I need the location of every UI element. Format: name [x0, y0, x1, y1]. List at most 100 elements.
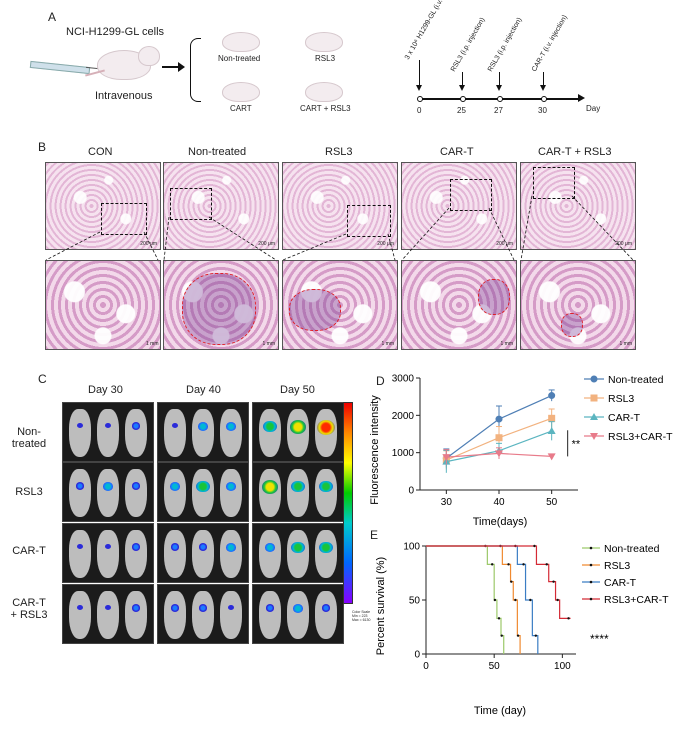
bli-signal	[264, 542, 276, 552]
group-brace	[190, 38, 201, 102]
chart-e-ylabel: Percent survival (%)	[375, 557, 387, 655]
bli-mouse	[287, 409, 309, 457]
mouse-non-treated	[222, 32, 260, 52]
bli-signal	[77, 605, 83, 611]
bli-image	[62, 523, 154, 583]
bli-mouse	[192, 469, 214, 517]
histo-top-con: 200 μm	[45, 162, 161, 250]
bli-mouse	[164, 469, 186, 517]
legend-marker	[589, 546, 593, 550]
y-tick-label: 2000	[392, 411, 415, 422]
bli-signal	[169, 481, 181, 491]
legend-label: RSL3	[608, 393, 634, 405]
event-day-2: 27	[494, 106, 503, 115]
chart-e-xlabel: Time (day)	[474, 705, 526, 717]
data-point	[548, 392, 556, 400]
panel-letter-a: A	[48, 10, 57, 24]
data-point	[547, 427, 556, 435]
x-tick-label: 50	[546, 497, 558, 508]
data-point	[442, 454, 451, 462]
bli-signal	[105, 605, 111, 611]
group-label-cart-rsl3: CART + RSL3	[300, 104, 351, 113]
bli-signal	[131, 604, 141, 612]
histo-col-rsl3: RSL3	[325, 146, 353, 158]
bli-signal	[265, 604, 275, 612]
bli-image	[62, 462, 154, 522]
legend-label: RSL3	[604, 560, 630, 572]
mouse-rsl3	[305, 32, 343, 52]
bli-signal	[228, 605, 234, 611]
scale-bottom-1: 1 mm	[262, 341, 276, 347]
bli-mouse	[315, 409, 337, 457]
group-label-cart: CART	[230, 104, 252, 113]
data-point	[547, 453, 556, 461]
survival-curve-0	[426, 545, 505, 654]
bli-signal	[77, 423, 83, 429]
bli-signal	[225, 542, 237, 552]
bli-signal	[291, 481, 305, 493]
bli-signal	[292, 603, 304, 613]
x-tick-label: 40	[493, 497, 505, 508]
bli-mouse	[164, 409, 186, 457]
bli-mouse	[97, 591, 119, 639]
bli-day-30: Day 30	[88, 384, 123, 396]
bli-mouse	[69, 530, 91, 578]
bli-signal	[319, 481, 333, 493]
bli-day-50: Day 50	[280, 384, 315, 396]
panel-letter-c: C	[38, 372, 47, 386]
censor-mark	[534, 634, 538, 637]
bli-mouse	[220, 409, 242, 457]
bli-color-scale	[343, 402, 353, 604]
bli-mouse	[97, 469, 119, 517]
bli-mouse	[259, 530, 281, 578]
data-point	[495, 434, 503, 442]
panel-letter-d: D	[376, 374, 385, 388]
bli-mouse	[259, 469, 281, 517]
tumor-lesion	[478, 279, 510, 315]
panel-letter-e: E	[370, 528, 379, 542]
legend-label: CAR-T	[608, 412, 641, 424]
bli-mouse	[97, 409, 119, 457]
x-tick-label: 0	[423, 661, 429, 672]
event-arrowhead-0	[416, 85, 422, 91]
data-point	[548, 414, 556, 422]
scale-top-1: 200 μm	[258, 241, 275, 247]
bli-row-cart-rsl3: CAR-T + RSL3	[10, 597, 48, 621]
censor-mark	[529, 598, 532, 602]
bli-mouse	[69, 409, 91, 457]
bli-mouse	[220, 591, 242, 639]
bli-mouse	[315, 469, 337, 517]
bli-signal	[196, 481, 210, 493]
bli-mouse	[97, 530, 119, 578]
censor-mark	[500, 634, 503, 637]
tick-dot-2	[497, 96, 503, 102]
x-tick-label: 30	[441, 497, 453, 508]
bli-mouse	[259, 409, 281, 457]
legend-marker	[590, 394, 598, 402]
bli-signal	[291, 542, 305, 554]
event-arrowhead-3	[540, 85, 546, 91]
event-arrow-1	[462, 72, 463, 86]
bli-signal	[131, 422, 141, 430]
legend-label: RSL3+CAR-T	[604, 594, 669, 606]
tumor-lesion	[561, 313, 583, 337]
legend-marker	[589, 580, 593, 584]
bli-signal	[319, 542, 333, 554]
bli-signal	[262, 480, 278, 494]
event-arrowhead-2	[496, 85, 502, 91]
bli-image	[157, 584, 249, 644]
histo-top-cart: 200 μm	[401, 162, 517, 250]
bli-mouse	[192, 409, 214, 457]
bli-mouse	[287, 469, 309, 517]
bli-mouse	[315, 591, 337, 639]
event-day-3: 30	[538, 106, 547, 115]
scale-top-0: 200 μm	[140, 241, 157, 247]
bli-mouse	[220, 530, 242, 578]
event-arrow-3	[543, 72, 544, 86]
histo-zoom-con: 1 mm	[45, 260, 161, 350]
group-label-rsl3: RSL3	[315, 54, 336, 63]
bli-mouse	[287, 530, 309, 578]
bli-image	[157, 462, 249, 522]
event-day-0: 0	[417, 106, 422, 115]
histo-zoom-non-treated: 1 mm	[163, 260, 279, 350]
